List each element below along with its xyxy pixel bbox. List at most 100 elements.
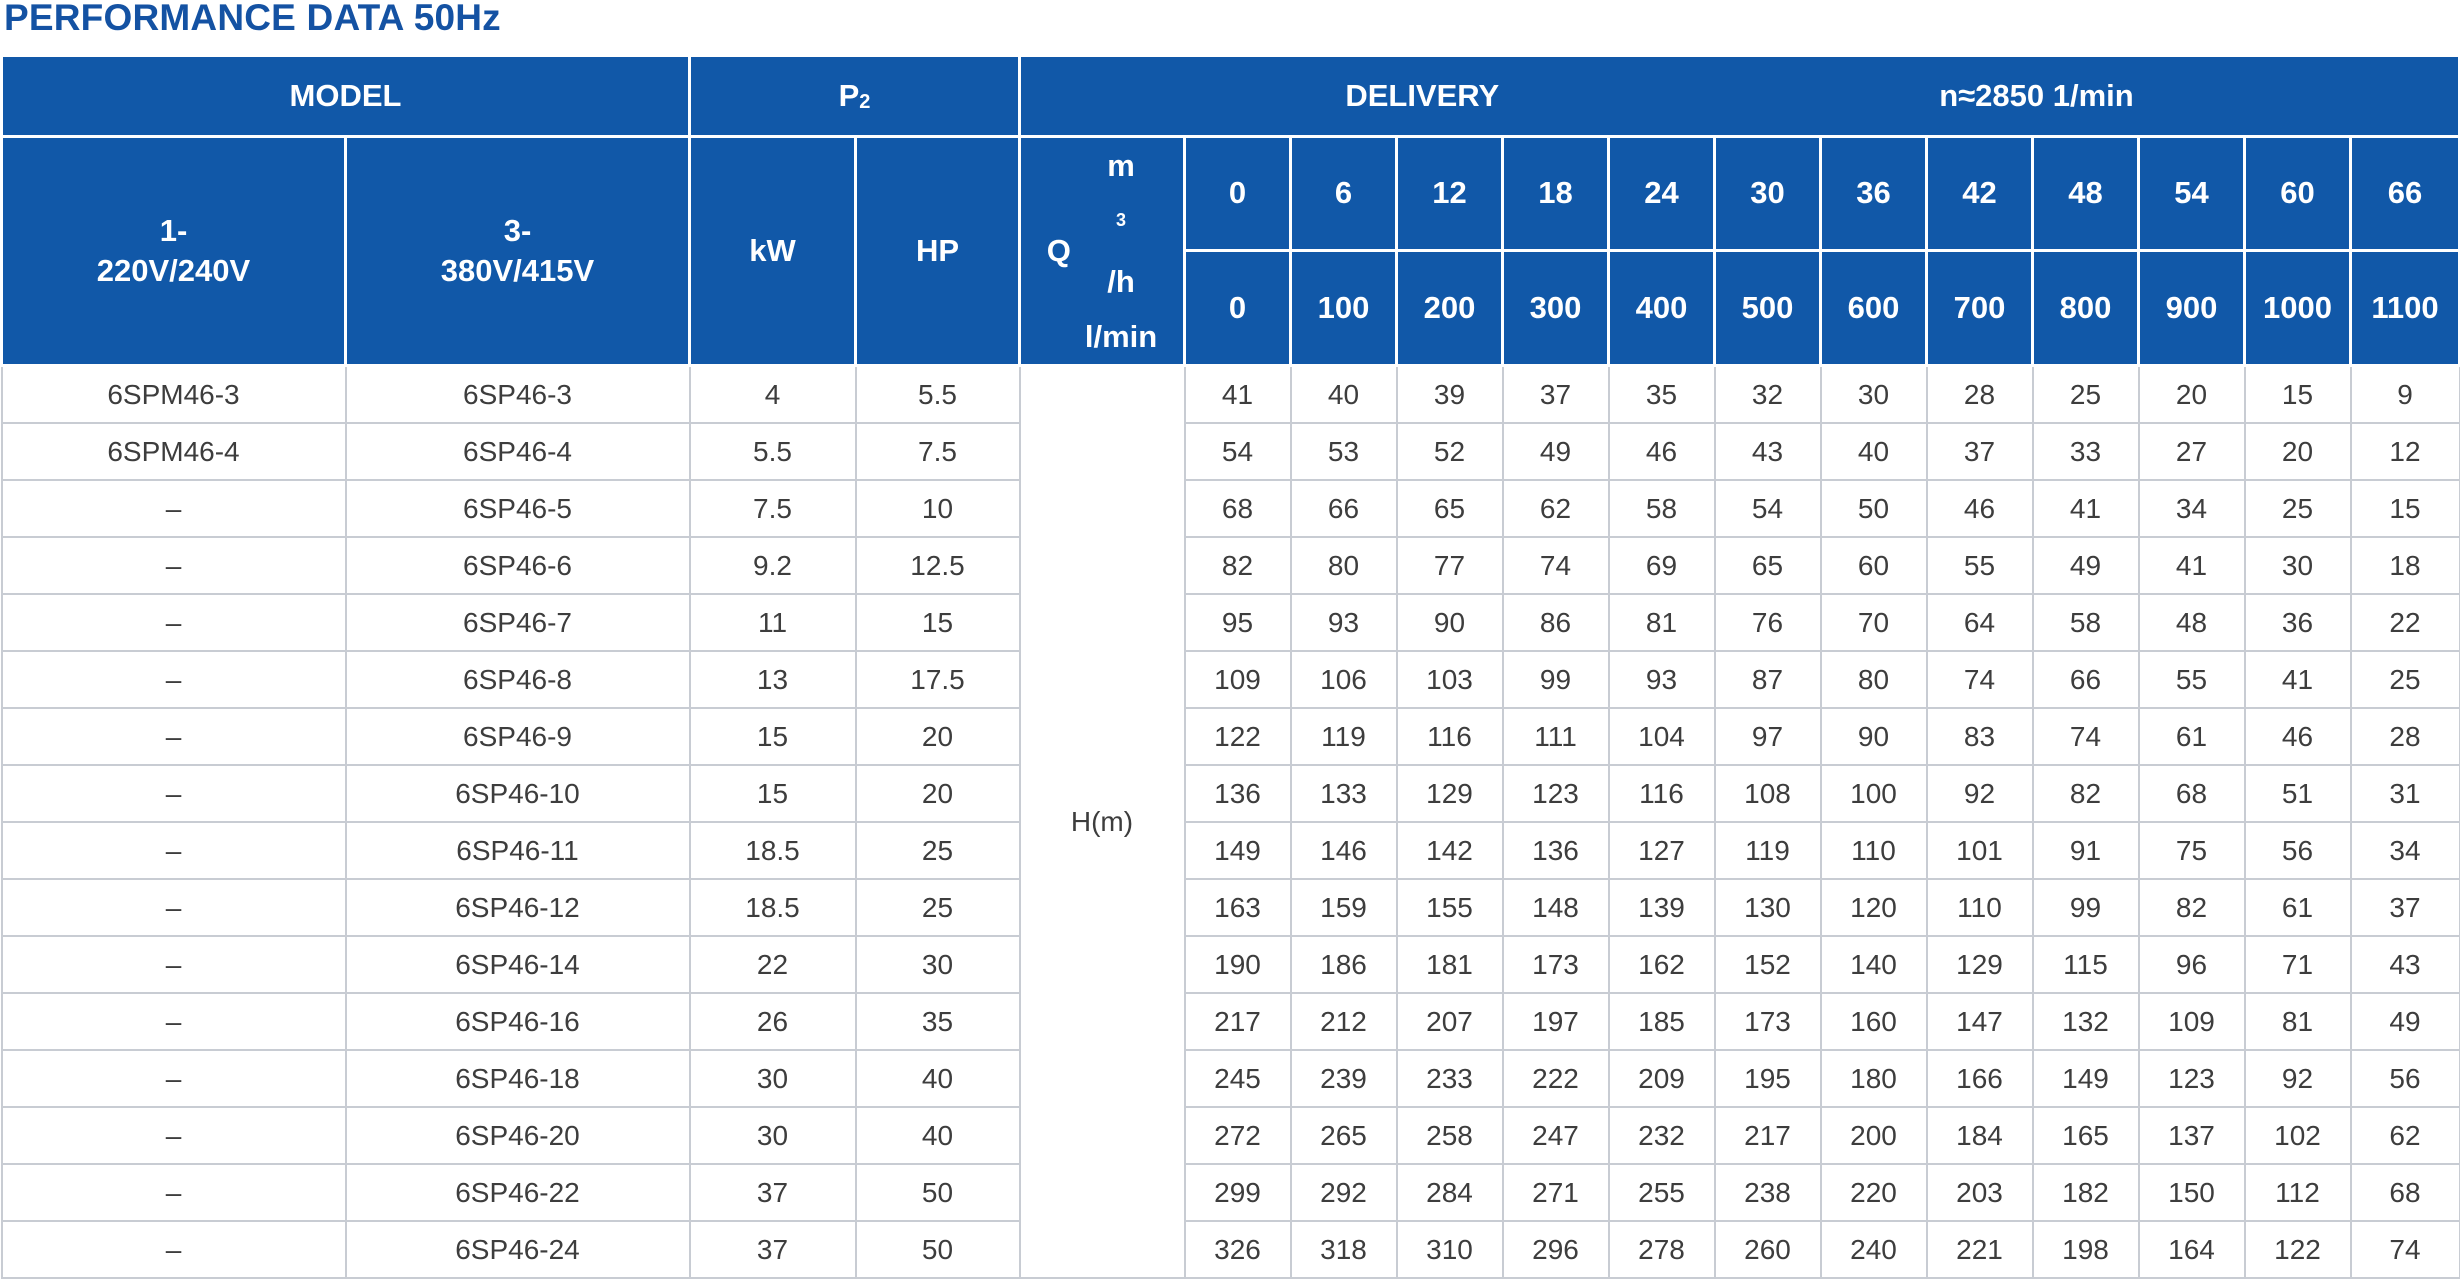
table-row: –6SP46-8 13 17.5 109 106 103 99 93 87 80 74 66 55 41 2… [0,650,2460,710]
head-value-cell: 25 [2349,650,2460,710]
model-single-phase-cell: – [0,1163,347,1223]
power-kw-cell: 11 [688,593,857,653]
head-value-cell: 40 [1289,364,1398,425]
power-kw-cell: 13 [688,650,857,710]
head-value-cell: 106 [1289,650,1398,710]
model-single-phase-cell: – [0,992,347,1052]
head-value-cell: 166 [1925,1049,2034,1109]
header-model: MODEL [0,54,691,138]
head-value-cell: 265 [1289,1106,1398,1166]
head-value-cell: 217 [1183,992,1292,1052]
flow-lmin-cell: 900 [2137,248,2246,368]
head-value-cell: 66 [1289,479,1398,539]
head-value-cell: 136 [1501,821,1610,881]
head-value-cell: 100 [1819,764,1928,824]
head-value-cell: 12 [2349,422,2460,482]
power-hp-cell: 15 [854,593,1021,653]
head-value-cell: 181 [1395,935,1504,995]
q-letter: Q [1046,233,1071,269]
head-value-cell: 32 [1713,364,1822,425]
power-hp-cell: 25 [854,821,1021,881]
head-value-cell: 90 [1395,593,1504,653]
head-value-cell: 61 [2243,878,2352,938]
head-value-cell: 18 [2349,536,2460,596]
head-value-cell: 122 [1183,707,1292,767]
model-single-phase-cell: 6SPM46-3 [0,364,347,425]
flow-lmin-cell: 0 [1183,248,1292,368]
head-value-cell: 149 [1183,821,1292,881]
head-value-cell: 43 [1713,422,1822,482]
head-value-cell: 74 [1501,536,1610,596]
power-kw-cell: 30 [688,1106,857,1166]
head-value-cell: 96 [2137,935,2246,995]
head-value-cell: 184 [1925,1106,2034,1166]
power-hp-cell: 20 [854,764,1021,824]
delivery-label: DELIVERY [1345,78,1500,113]
head-value-cell: 284 [1395,1163,1504,1223]
model-three-phase-cell: 6SP46-4 [344,422,691,482]
table-row: –6SP46-6 9.2 12.5 82 80 77 74 69 65 60 55 49 41 30 18 [0,536,2460,596]
power-kw-cell: 4 [688,364,857,425]
head-value-cell: 74 [2031,707,2140,767]
head-value-cell: 109 [2137,992,2246,1052]
head-value-cell: 116 [1395,707,1504,767]
head-value-cell: 37 [2349,878,2460,938]
model-three-phase-cell: 6SP46-8 [344,650,691,710]
power-kw-cell: 22 [688,935,857,995]
model-single-phase-cell: – [0,707,347,767]
head-value-cell: 86 [1501,593,1610,653]
head-value-cell: 136 [1183,764,1292,824]
head-value-cell: 278 [1607,1220,1716,1279]
flow-m3h-cell: 36 [1819,135,1928,252]
power-hp-cell: 10 [854,479,1021,539]
head-value-cell: 150 [2137,1163,2246,1223]
power-hp-cell: 40 [854,1106,1021,1166]
head-value-cell: 99 [1501,650,1610,710]
head-value-cell: 149 [2031,1049,2140,1109]
head-value-cell: 49 [2349,992,2460,1052]
head-value-cell: 41 [1183,364,1292,425]
header-p2: P2 [688,54,1021,138]
head-value-cell: 60 [1819,536,1928,596]
head-value-cell: 15 [2349,479,2460,539]
power-hp-cell: 40 [854,1049,1021,1109]
head-value-cell: 46 [1607,422,1716,482]
flow-m3h-cell: 6 [1289,135,1398,252]
head-value-cell: 173 [1713,992,1822,1052]
head-value-cell: 37 [1501,364,1610,425]
power-hp-cell: 5.5 [854,364,1021,425]
power-kw-cell: 5.5 [688,422,857,482]
head-value-cell: 74 [2349,1220,2460,1279]
power-hp-cell: 50 [854,1163,1021,1223]
performance-table: MODEL P2 DELIVERY n≈2850 1/min 1- 220V/24… [0,54,2460,1279]
head-value-cell: 232 [1607,1106,1716,1166]
power-hp-cell: 20 [854,707,1021,767]
model-single-phase-cell: – [0,935,347,995]
p2-sub: 2 [859,91,871,113]
head-value-cell: 74 [1925,650,2034,710]
head-value-cell: 46 [2243,707,2352,767]
head-value-cell: 76 [1713,593,1822,653]
model-three-phase-cell: 6SP46-6 [344,536,691,596]
head-value-cell: 245 [1183,1049,1292,1109]
head-value-cell: 75 [2137,821,2246,881]
model-three-phase-cell: 6SP46-12 [344,878,691,938]
model-single-phase-cell: 6SPM46-4 [0,422,347,482]
head-value-cell: 182 [2031,1163,2140,1223]
head-value-cell: 163 [1183,878,1292,938]
head-value-cell: 119 [1713,821,1822,881]
head-value-cell: 83 [1925,707,2034,767]
power-kw-cell: 15 [688,707,857,767]
power-hp-cell: 7.5 [854,422,1021,482]
head-value-cell: 39 [1395,364,1504,425]
flow-m3h-cell: 18 [1501,135,1610,252]
head-value-cell: 148 [1501,878,1610,938]
head-value-cell: 22 [2349,593,2460,653]
power-kw-cell: 18.5 [688,878,857,938]
power-hp-cell: 30 [854,935,1021,995]
head-value-cell: 221 [1925,1220,2034,1279]
head-value-cell: 123 [1501,764,1610,824]
model-three-phase-cell: 6SP46-3 [344,364,691,425]
table-header: MODEL P2 DELIVERY n≈2850 1/min 1- 220V/24… [0,54,2460,368]
power-hp-cell: 17.5 [854,650,1021,710]
